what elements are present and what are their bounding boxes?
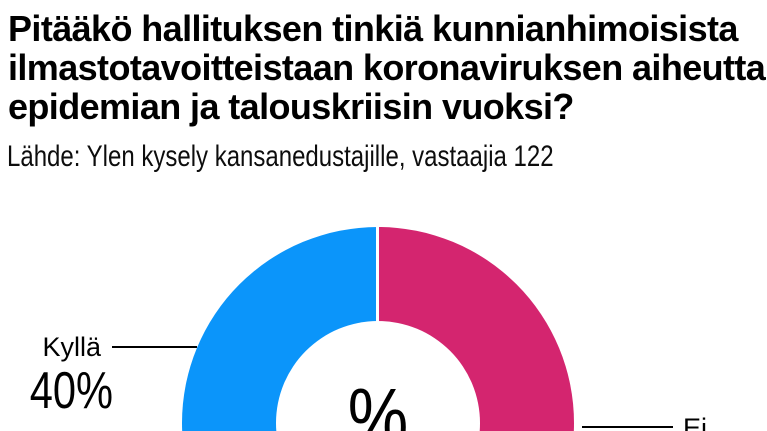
ei-label: Ei xyxy=(683,413,708,431)
kylla-label: Kyllä xyxy=(42,332,101,362)
donut-segment-divider xyxy=(376,227,379,327)
kylla-value: 40% xyxy=(29,362,113,420)
chart-title-line-2: ilmastotavoitteistaan koronaviruksen aih… xyxy=(8,47,767,88)
chart-source: Lähde: Ylen kysely kansanedustajille, va… xyxy=(7,140,554,173)
donut-center-unit-label: % xyxy=(347,372,409,431)
ei-leader-line xyxy=(582,426,673,428)
chart-title-line-1: Pitääkö hallituksen tinkiä kunnianhimois… xyxy=(8,8,738,49)
chart-title: Pitääkö hallituksen tinkiä kunnianhimois… xyxy=(8,9,767,126)
chart-title-line-3: epidemian ja talouskriisin vuoksi? xyxy=(8,86,574,127)
kylla-leader-line xyxy=(112,346,197,348)
